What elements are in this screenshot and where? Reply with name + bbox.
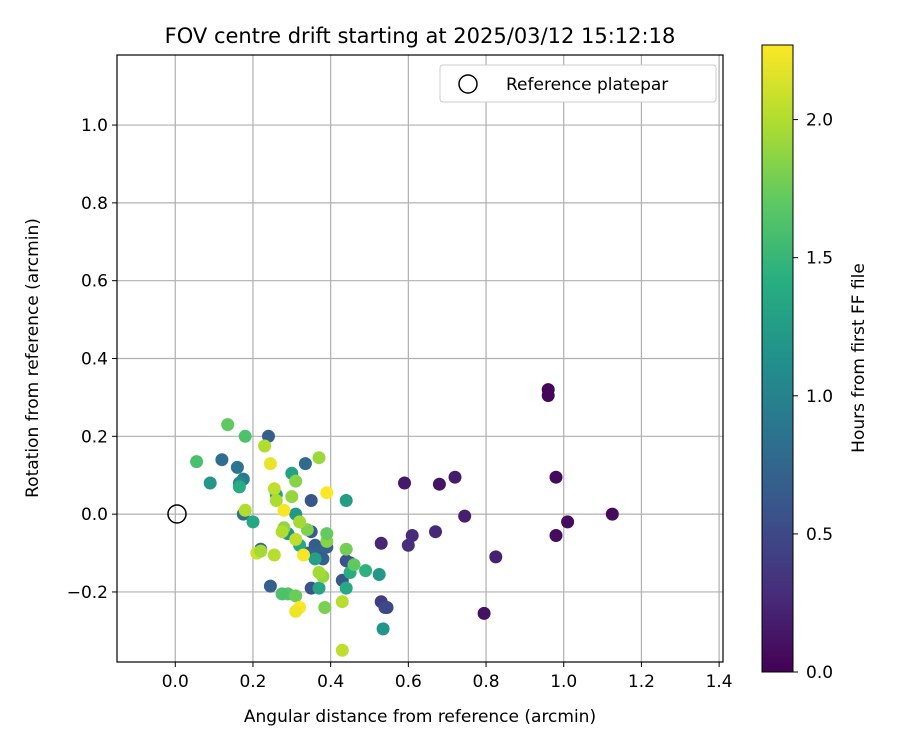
x-axis-ticks: 0.0 0.2 0.4 0.6 0.8 1.0 1.2 1.4 [162, 662, 733, 692]
colorbar [761, 44, 794, 673]
scatter-point [304, 494, 318, 507]
scatter-point [401, 538, 415, 552]
scatter-point [289, 474, 303, 488]
x-tick-label: 0.2 [239, 672, 266, 692]
y-tick-label: 1.0 [81, 116, 108, 136]
scatter-point [561, 515, 575, 529]
scatter-point [190, 455, 204, 469]
colorbar-tick-label: 0.5 [806, 525, 833, 545]
scatter-point [312, 581, 326, 595]
scatter-point [215, 453, 229, 467]
scatter-point [549, 470, 563, 484]
scatter-point [275, 587, 289, 601]
scatter-point [549, 529, 563, 542]
scatter-point [374, 536, 388, 550]
scatter-point [605, 507, 619, 521]
scatter-point [254, 544, 268, 558]
x-axis-label: Angular distance from reference (arcmin) [244, 707, 596, 727]
scatter-point [308, 552, 322, 566]
legend: Reference platepar [439, 64, 717, 103]
x-tick-label: 1.2 [628, 672, 655, 692]
scatter-point [429, 525, 442, 539]
scatter-point [378, 601, 392, 614]
colorbar-tick-label: 0.0 [806, 663, 833, 683]
scatter-point [232, 480, 246, 494]
x-tick-label: 1.4 [706, 672, 733, 692]
y-axis-ticks: −0.2 0.0 0.2 0.4 0.6 0.8 1.0 [67, 116, 117, 603]
scatter-point [339, 581, 353, 595]
x-tick-label: 0.0 [162, 672, 189, 692]
scatter-point [541, 389, 555, 402]
y-tick-label: −0.2 [67, 583, 108, 603]
scatter-point [376, 622, 390, 636]
colorbar-label: Hours from first FF file [849, 263, 869, 453]
grid [117, 55, 723, 662]
scatter-point [398, 476, 411, 490]
scatter-point [289, 532, 303, 546]
colorbar-ticks: 0.0 0.5 1.0 1.5 2.0 [793, 111, 833, 683]
scatter-point [298, 457, 312, 471]
y-tick-label: 0.2 [81, 427, 108, 447]
scatter-point [293, 515, 307, 529]
scatter-point [238, 503, 252, 517]
scatter-point [267, 482, 281, 496]
scatter-point [432, 477, 446, 491]
scatter-point [448, 470, 462, 484]
scatter-point [458, 509, 472, 523]
scatter-point [335, 643, 349, 657]
scatter-point [405, 529, 419, 542]
scatter-point [258, 439, 272, 453]
scatter-point [275, 525, 289, 539]
scatter-point [489, 550, 503, 564]
scatter-point [263, 457, 277, 471]
y-tick-label: 0.0 [81, 505, 108, 525]
scatter-point [269, 494, 283, 507]
scatter-point [339, 542, 353, 556]
scatter-point [297, 548, 310, 562]
y-axis-label: Rotation from reference (arcmin) [23, 218, 43, 498]
colorbar-tick-label: 1.5 [806, 249, 833, 269]
x-tick-label: 0.8 [473, 672, 500, 692]
scatter-point [267, 548, 281, 562]
y-tick-label: 0.8 [81, 194, 108, 214]
scatter-point [339, 494, 353, 507]
scatter-point [238, 429, 252, 443]
scatter-point [312, 451, 326, 465]
scatter-point [289, 604, 303, 618]
scatter-point [230, 460, 244, 474]
legend-label: Reference platepar [506, 75, 668, 95]
y-tick-label: 0.6 [81, 272, 108, 292]
scatter-point [320, 486, 334, 500]
scatter-point [372, 568, 386, 581]
scatter-points [190, 383, 619, 657]
scatter-point [359, 564, 373, 578]
reference-platepar-marker [167, 504, 187, 524]
legend-marker-icon [458, 74, 478, 94]
scatter-point [312, 566, 326, 579]
scatter-point [347, 558, 361, 572]
scatter-point [246, 515, 260, 529]
scatter-point [203, 476, 217, 490]
x-tick-label: 0.4 [317, 672, 344, 692]
chart-title: FOV centre drift starting at 2025/03/12 … [165, 24, 676, 48]
scatter-point [221, 418, 235, 432]
y-tick-label: 0.4 [81, 350, 108, 370]
scatter-point [263, 579, 277, 593]
scatter-point [320, 527, 334, 541]
x-tick-label: 1.0 [550, 672, 577, 692]
scatter-point [277, 503, 291, 517]
scatter-point [335, 595, 349, 609]
colorbar-tick-label: 2.0 [806, 111, 833, 131]
legend-box [439, 64, 717, 103]
scatter-point [285, 490, 299, 504]
x-tick-label: 0.6 [395, 672, 422, 692]
scatter-point [477, 606, 491, 620]
colorbar-tick-label: 1.0 [806, 387, 833, 407]
scatter-point [318, 601, 332, 614]
scatter-point [289, 589, 303, 603]
